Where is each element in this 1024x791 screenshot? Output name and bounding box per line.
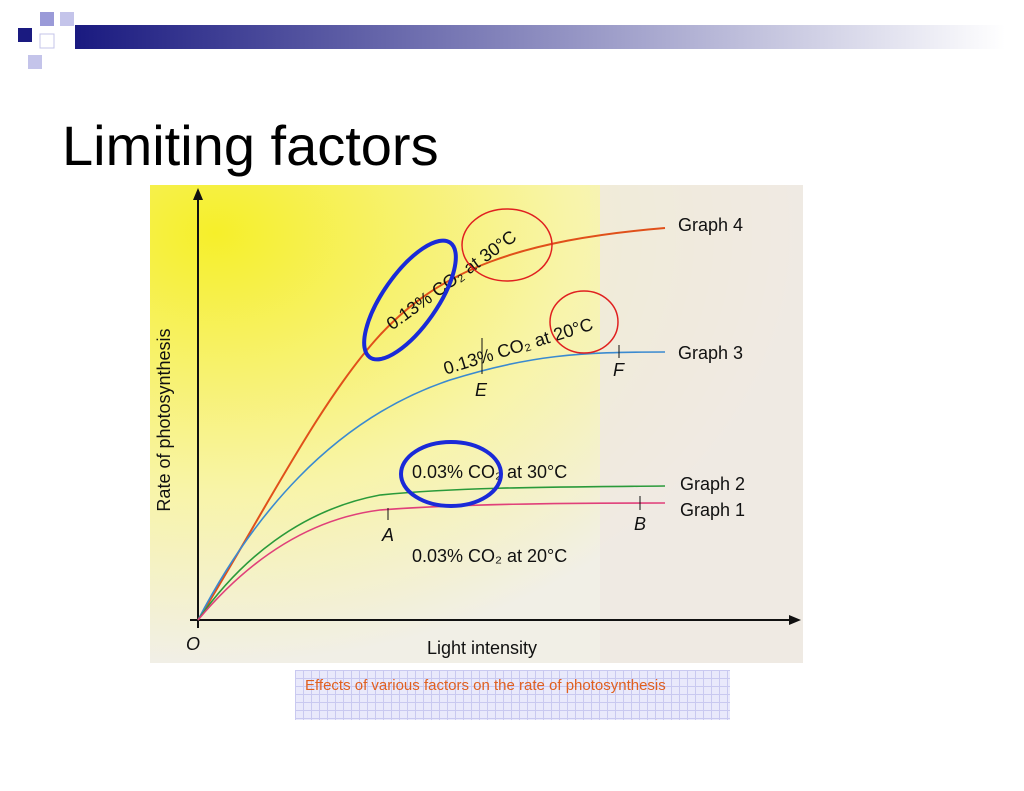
figure-background [600, 185, 803, 663]
deco-square [40, 12, 54, 26]
x-axis-label: Light intensity [427, 638, 537, 658]
slide-title: Limiting factors [62, 114, 439, 177]
curve [197, 485, 666, 621]
highlight-circle [362, 238, 458, 362]
header-bar [75, 25, 1005, 49]
highlight-circle [549, 290, 619, 354]
curve-condition: 0.03% CO₂ at 30°C [412, 462, 567, 482]
curve [197, 227, 666, 621]
deco-square [60, 12, 74, 26]
curve [197, 351, 666, 621]
highlight-circle [461, 208, 553, 282]
curve-name: Graph 1 [680, 500, 745, 520]
highlight-circle [399, 440, 503, 508]
curve-name: Graph 4 [678, 215, 743, 235]
caption: Effects of various factors on the rate o… [295, 670, 730, 720]
curve-name: Graph 2 [680, 474, 745, 494]
y-axis-label: Rate of photosynthesis [154, 328, 174, 511]
curve [197, 502, 666, 621]
deco-square [18, 28, 32, 42]
axis-arrow [789, 615, 801, 625]
point-label: F [613, 360, 625, 380]
curve-name: Graph 3 [678, 343, 743, 363]
deco-square [39, 33, 55, 49]
curve-condition: 0.03% CO₂ at 20°C [412, 546, 567, 566]
point-label: B [634, 514, 646, 534]
axis-arrow [193, 188, 203, 200]
deco-square [28, 55, 42, 69]
point-label: A [381, 525, 394, 545]
point-label: E [475, 380, 488, 400]
origin-label: O [186, 634, 200, 654]
